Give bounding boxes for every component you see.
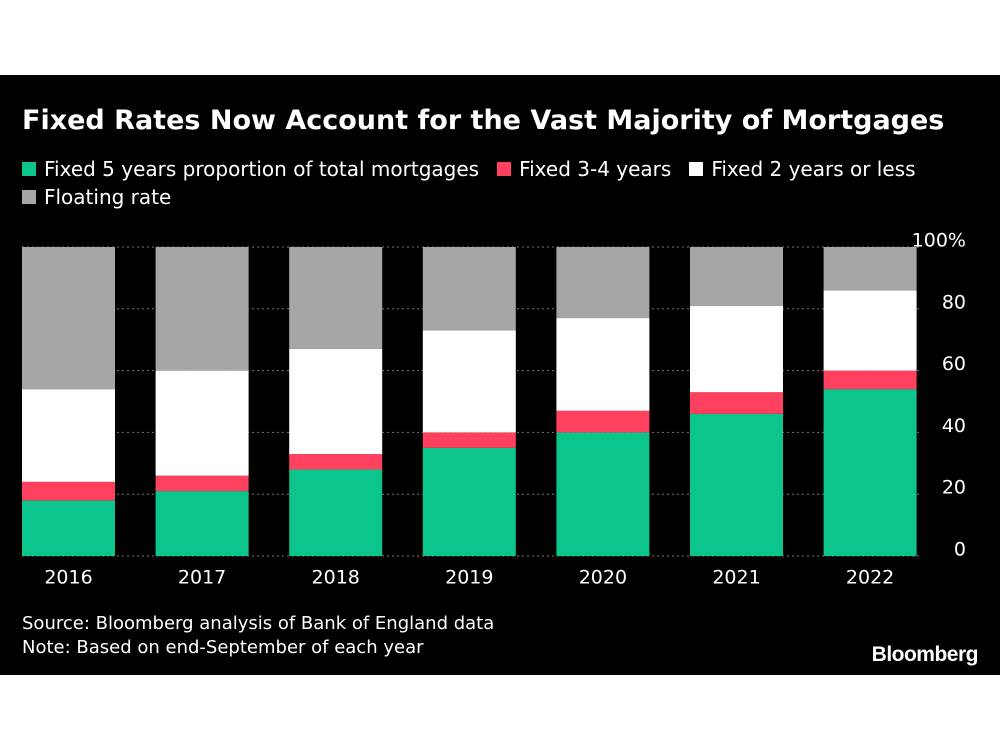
x-tick-label: 2017 — [178, 567, 226, 589]
bar-segment — [690, 413, 783, 556]
bar-segment — [823, 247, 917, 291]
brand-logo: Bloomberg — [871, 643, 979, 666]
legend-label: Floating rate — [44, 185, 172, 209]
bar-segment — [556, 247, 650, 319]
legend-item: Fixed 2 years or less — [689, 157, 916, 181]
bar-segment — [556, 432, 650, 556]
chart-panel: Fixed Rates Now Account for the Vast Maj… — [0, 75, 1000, 675]
x-tick-label: 2022 — [846, 567, 894, 589]
bar-segment — [422, 330, 516, 433]
bar-segment — [22, 481, 115, 501]
legend-swatch — [22, 162, 36, 176]
bar-segment — [155, 370, 249, 476]
y-tick-label: 40 — [942, 415, 966, 437]
bar-segment — [690, 305, 783, 393]
x-tick-label: 2016 — [44, 567, 92, 589]
bar-segment — [289, 469, 383, 556]
legend-label: Fixed 3-4 years — [519, 157, 672, 181]
y-tick-label: 80 — [942, 291, 966, 313]
x-tick-label: 2018 — [312, 567, 360, 589]
legend-item: Floating rate — [22, 185, 171, 209]
note: Note: Based on end-September of each yea… — [22, 637, 424, 658]
bar-segment — [22, 500, 115, 556]
legend: Fixed 5 years proportion of total mortga… — [22, 157, 982, 209]
legend-label: Fixed 2 years or less — [711, 157, 916, 181]
y-tick-label: 20 — [942, 477, 966, 499]
x-tick-label: 2021 — [712, 567, 760, 589]
bar-segment — [422, 447, 516, 556]
bar-segment — [155, 247, 249, 371]
bar-segment — [289, 247, 383, 349]
x-tick-label: 2019 — [445, 567, 493, 589]
y-tick-label: 100% — [912, 230, 966, 252]
legend-label: Fixed 5 years proportion of total mortga… — [44, 157, 480, 181]
bar-segment — [289, 454, 383, 470]
bar-segment — [823, 370, 917, 390]
legend-item: Fixed 5 years proportion of total mortga… — [22, 157, 479, 181]
chart-title: Fixed Rates Now Account for the Vast Maj… — [22, 105, 945, 136]
bar-segment — [22, 389, 115, 482]
x-tick-label: 2020 — [579, 567, 627, 589]
bar-segment — [690, 392, 783, 414]
chart: 0 20 40 60 80 100% 2016 2017 2018 2019 2020 2021 202… — [22, 230, 966, 589]
legend-item: Fixed 3-4 years — [497, 157, 671, 181]
bar-segment — [155, 475, 249, 492]
source: Source: Bloomberg analysis of Bank of En… — [22, 613, 495, 634]
bar-segment — [422, 432, 516, 448]
bar-segment — [422, 247, 516, 331]
y-tick-label: 0 — [954, 539, 966, 561]
legend-swatch — [689, 162, 704, 176]
bar-segment — [690, 247, 783, 306]
bar-segment — [22, 247, 115, 390]
legend-swatch — [497, 162, 512, 176]
bar-segment — [155, 491, 249, 556]
legend-swatch — [22, 190, 36, 204]
bar-segment — [556, 410, 650, 433]
bar-segment — [556, 318, 650, 411]
bar-segment — [823, 389, 917, 556]
y-tick-label: 60 — [942, 353, 966, 375]
bar-segment — [823, 290, 917, 371]
bar-segment — [289, 348, 383, 455]
